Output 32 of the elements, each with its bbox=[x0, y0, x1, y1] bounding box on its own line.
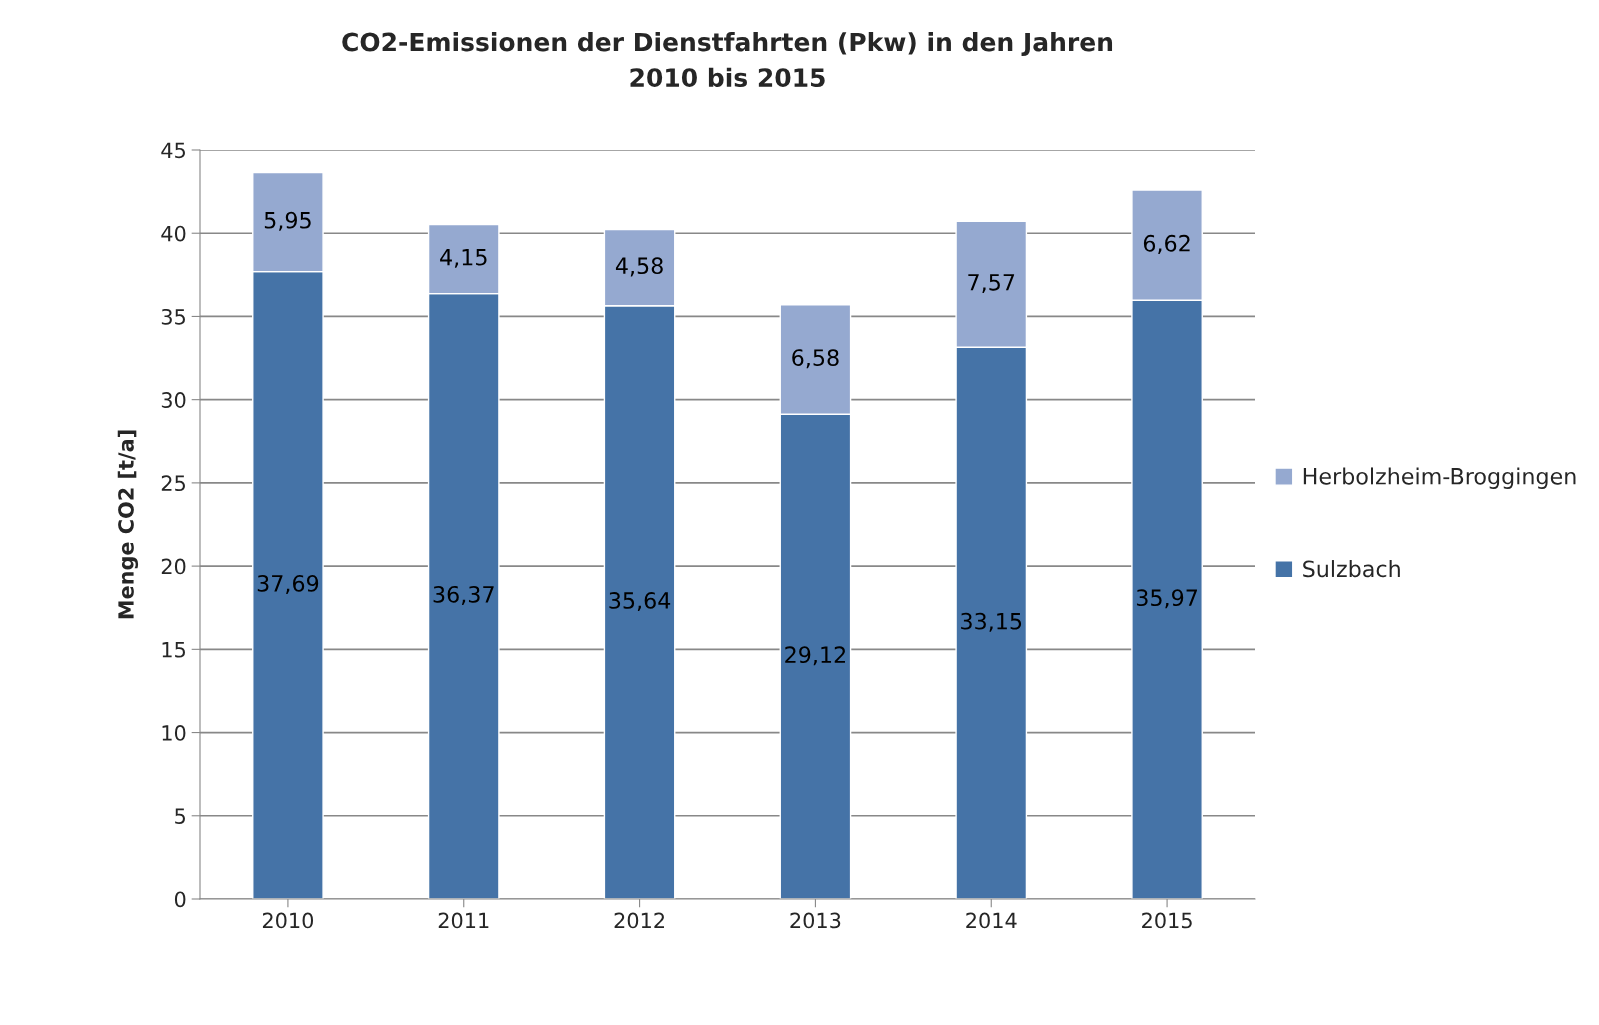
y-tick-label: 5 bbox=[175, 808, 185, 824]
data-label: 6,62 bbox=[1143, 234, 1190, 254]
y-tick-label: 30 bbox=[161, 392, 186, 408]
y-tick-label: 0 bbox=[174, 891, 186, 908]
y-tick-label: 10 bbox=[162, 725, 186, 741]
x-tick-label: 2015 bbox=[1142, 912, 1192, 929]
x-tick-label: 2013 bbox=[790, 912, 841, 929]
data-label: 4,15 bbox=[440, 249, 487, 268]
legend-label: Sulzbach bbox=[1303, 560, 1400, 578]
data-label: 5,95 bbox=[264, 211, 311, 231]
data-label: 37,69 bbox=[257, 574, 319, 595]
data-label: 33,15 bbox=[961, 612, 1022, 632]
y-tick-label: 35 bbox=[161, 308, 185, 325]
y-tick-label: 40 bbox=[161, 225, 186, 242]
x-tick-label: 2010 bbox=[262, 912, 314, 929]
data-label: 7,57 bbox=[968, 274, 1015, 293]
y-tick-label: 15 bbox=[162, 642, 185, 658]
y-tick-label: 20 bbox=[161, 558, 186, 575]
y-tick-label: 25 bbox=[161, 475, 185, 492]
data-label: 4,58 bbox=[615, 257, 663, 277]
data-label: 35,64 bbox=[609, 592, 671, 612]
chart-title: CO2-Emissionen der Dienstfahrten (Pkw) in den Jahren 2010 bis 2015 bbox=[342, 32, 1113, 88]
y-axis-title: Menge CO2 [t/a] bbox=[117, 430, 139, 619]
x-tick-label: 2014 bbox=[966, 912, 1017, 929]
data-label: 36,37 bbox=[433, 585, 494, 606]
x-tick-label: 2011 bbox=[438, 912, 489, 929]
legend-label: Herbolzheim-Broggingen bbox=[1303, 467, 1576, 489]
data-label: 35,97 bbox=[1136, 589, 1197, 609]
data-label: 6,58 bbox=[792, 349, 839, 369]
x-tick-label: 2012 bbox=[614, 912, 665, 929]
data-label: 29,12 bbox=[785, 646, 845, 666]
y-tick-label: 45 bbox=[161, 142, 185, 159]
